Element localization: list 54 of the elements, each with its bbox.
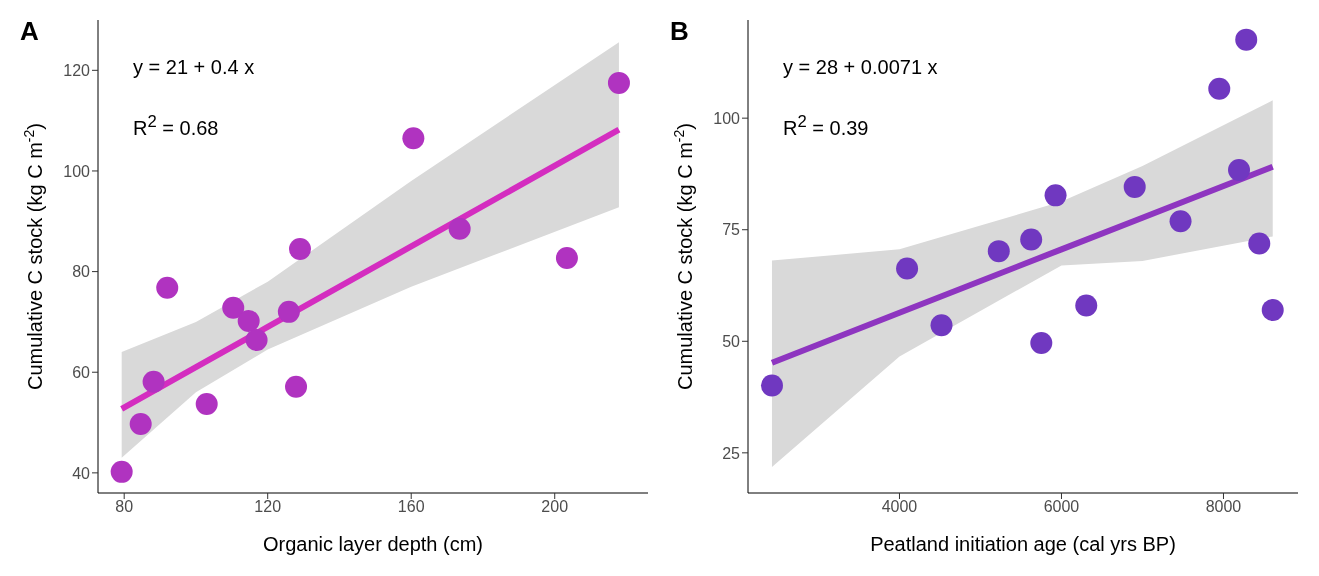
chart-title: B — [670, 16, 689, 47]
point — [930, 314, 953, 337]
point — [448, 217, 471, 240]
point — [110, 460, 133, 483]
point — [195, 392, 218, 415]
y-tick-label: 100 — [713, 109, 741, 127]
y-tick-label: 120 — [63, 62, 91, 79]
point — [1208, 77, 1231, 100]
x-tick-label: 8000 — [1205, 498, 1242, 516]
annotation: y = 28 + 0.0071 x — [783, 56, 938, 79]
x-tick-label: 200 — [541, 498, 569, 516]
y-tick-label: 75 — [722, 221, 741, 239]
point — [987, 240, 1010, 263]
point — [222, 296, 245, 319]
point — [896, 257, 919, 280]
point — [607, 71, 630, 94]
point — [1075, 294, 1098, 317]
point — [402, 127, 425, 150]
point — [277, 300, 300, 323]
y-tick-label: 100 — [63, 162, 91, 180]
x-tick-label: 80 — [115, 498, 134, 516]
point — [1123, 175, 1146, 198]
point — [156, 276, 179, 299]
y-tick-label: 80 — [72, 263, 91, 281]
point — [285, 375, 308, 398]
annotation: R$^{2}$ = 0.68 — [133, 112, 219, 140]
point — [129, 413, 152, 436]
annotation: y = 21 + 0.4 x — [133, 56, 255, 79]
point — [760, 374, 783, 397]
point — [1030, 332, 1053, 355]
point — [1044, 184, 1067, 207]
point — [1228, 158, 1251, 181]
point — [1248, 232, 1271, 255]
x-axis-title: Peatland initiation age (cal yrs BP) — [870, 533, 1176, 555]
point — [1169, 210, 1192, 233]
x-tick-label: 120 — [254, 498, 282, 516]
y-tick-label: 40 — [72, 464, 91, 482]
y-tick-label: 60 — [72, 363, 91, 381]
point — [1261, 299, 1284, 322]
y-tick-label: 25 — [722, 444, 741, 462]
point — [1235, 28, 1258, 51]
point — [1020, 228, 1043, 251]
point — [288, 237, 311, 260]
y-tick-label: 50 — [722, 332, 741, 350]
x-axis-title: Organic layer depth (cm) — [262, 533, 484, 555]
chart-title: A — [20, 16, 39, 47]
point — [245, 329, 268, 352]
x-tick-label: 4000 — [881, 498, 918, 516]
annotation: R$^{2}$ = 0.39 — [783, 112, 869, 140]
point — [555, 247, 578, 270]
point — [142, 370, 165, 393]
x-tick-label: 160 — [397, 498, 425, 516]
point — [237, 309, 260, 332]
x-tick-label: 6000 — [1043, 498, 1080, 516]
